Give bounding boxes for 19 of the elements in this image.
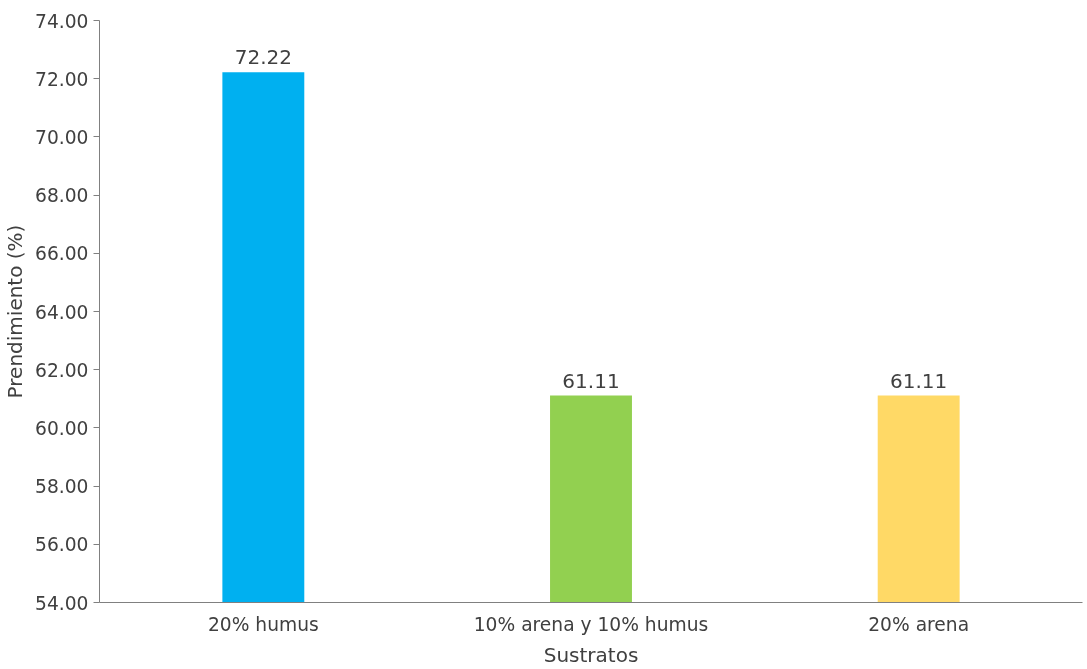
x-axis-title: Sustratos [543,642,639,667]
x-tick-label: 20% humus [207,613,319,635]
y-tick-label: 54.00 [35,592,89,614]
y-tick-label: 68.00 [35,185,89,207]
y-tick-label: 64.00 [35,301,89,323]
data-label: 61.11 [890,368,948,393]
y-tick-label: 58.00 [35,476,89,498]
y-tick-label: 70.00 [35,126,89,148]
data-label: 61.11 [562,368,620,393]
y-tick-label: 74.00 [35,10,89,32]
y-tick-label: 62.00 [35,359,89,381]
y-tick-label: 72.00 [35,68,89,90]
x-tick-label: 10% arena y 10% humus [473,613,709,635]
data-label: 72.22 [234,45,292,70]
x-tick-label: 20% arena [868,613,970,635]
y-tick-label: 56.00 [35,534,89,556]
y-tick-label: 66.00 [35,243,89,265]
y-axis-title: Prendimiento (%) [3,224,28,399]
y-tick-label: 60.00 [35,417,89,439]
